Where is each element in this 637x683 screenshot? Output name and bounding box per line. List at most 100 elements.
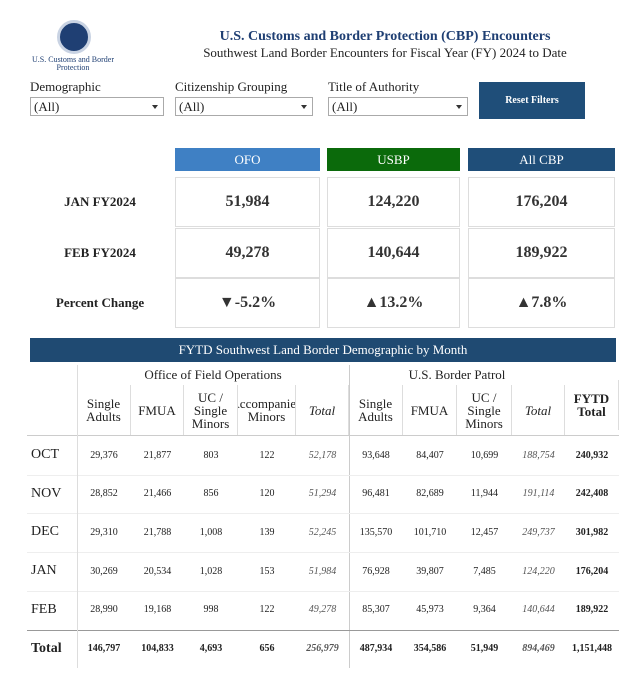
filter-value: (All) [34, 99, 60, 114]
table-cell: 856 [203, 488, 219, 500]
header-rule [27, 435, 619, 436]
summary-cell: ▼-5.2% [175, 278, 320, 328]
table-cell: 188,754 [522, 449, 555, 461]
table-cell: 45,973 [416, 604, 444, 616]
table-cell: 49,278 [308, 604, 337, 616]
table-cell: 1,151,448 [572, 643, 612, 654]
column-header: Total [512, 385, 565, 435]
dropdown-arrow [152, 105, 158, 109]
table-cell: 12,457 [470, 526, 499, 538]
table-cell: 29,310 [90, 526, 118, 538]
table-cell: 96,481 [362, 488, 390, 500]
table-cell: 301,982 [575, 526, 609, 538]
table-cell: 104,833 [141, 643, 174, 654]
table-cell: 51,949 [470, 643, 499, 654]
table-cell: 84,407 [416, 449, 444, 461]
row-rule [27, 590, 619, 592]
table-cell: 140,644 [522, 604, 555, 616]
row-label: OCT [31, 447, 59, 462]
summary-cell: 124,220 [327, 177, 460, 227]
table-cell: 894,469 [522, 643, 555, 654]
table-cell: 354,586 [413, 643, 447, 654]
filter-label: Demographic [30, 79, 101, 94]
row-label: JAN [31, 563, 57, 579]
row-rule [27, 552, 619, 554]
dropdown-arrow [456, 105, 462, 109]
title: U.S. Customs and Border Protection (CBP)… [219, 29, 551, 44]
table-cell: 85,307 [362, 604, 390, 616]
reset-filters-button[interactable]: Reset Filters [479, 82, 585, 119]
table-cell: 101,710 [413, 526, 447, 538]
column-header: FMUA [131, 385, 184, 435]
table-cell: 135,570 [359, 526, 393, 538]
row-label: Total [31, 640, 62, 656]
table-cell: 9,364 [473, 604, 496, 616]
table-cell: 146,797 [87, 643, 121, 654]
filter-dropdown[interactable] [30, 97, 164, 116]
table-cell: 10,699 [470, 449, 499, 461]
group-header: U.S. Border Patrol [408, 367, 506, 382]
column-header: Single Adults [349, 385, 403, 435]
column-header: UC / Single Minors [457, 385, 512, 435]
table-cell: 153 [259, 565, 275, 577]
filter-label: Title of Authority [328, 79, 420, 94]
table-cell: 21,788 [143, 526, 172, 538]
table-cell: 122 [259, 449, 275, 461]
filter-label: Citizenship Grouping [175, 79, 288, 94]
table-title-bar: FYTD Southwest Land Border Demographic b… [30, 338, 616, 362]
table-cell: 39,807 [416, 565, 444, 577]
table-cell: 51,294 [308, 488, 337, 500]
table-cell: 1,008 [199, 526, 223, 538]
table-cell: 21,877 [143, 449, 172, 461]
table-cell: 4,693 [199, 643, 223, 654]
summary-cell: 51,984 [175, 177, 320, 227]
row-label: NOV [31, 485, 62, 501]
dropdown-arrow [301, 105, 307, 109]
table-cell: 189,922 [575, 604, 609, 616]
table-cell: 656 [259, 643, 275, 654]
column-header: Total [296, 385, 349, 435]
table-cell: 120 [259, 488, 275, 500]
table-cell: 124,220 [522, 565, 555, 577]
summary-row-label: Percent Change [55, 295, 145, 310]
table-cell: 52,178 [308, 449, 337, 461]
row-label: FEB [31, 601, 57, 617]
row-label: DEC [31, 524, 59, 540]
table-cell: 28,990 [90, 604, 118, 616]
column-header: Single Adults [77, 385, 131, 435]
table-cell: 51,984 [308, 565, 337, 577]
table-cell: 19,168 [143, 604, 172, 616]
summary-row-label: FEB FY2024 [64, 244, 136, 260]
table-frame-left [77, 365, 78, 668]
table-cell: 139 [259, 526, 275, 538]
table-cell: 82,689 [416, 488, 444, 500]
row-rule [27, 474, 619, 476]
table-cell: 249,737 [522, 526, 555, 538]
row-rule [27, 513, 619, 515]
summary-row-label: JAN FY2024 [64, 194, 136, 209]
table-cell: 998 [203, 604, 219, 616]
table-cell: 21,466 [143, 488, 172, 500]
filter-dropdown[interactable] [175, 97, 313, 116]
summary-cell: ▲13.2% [327, 278, 460, 328]
table-cell: 76,928 [362, 565, 390, 577]
summary-header: OFO [175, 148, 320, 171]
table-cell: 176,204 [575, 565, 609, 577]
table-cell: 93,648 [362, 449, 390, 461]
filter-value: (All) [332, 99, 358, 114]
logo-seal [57, 20, 91, 54]
table-cell: 242,408 [575, 488, 609, 500]
filter-dropdown[interactable] [328, 97, 468, 116]
group-divider [349, 365, 350, 668]
summary-cell: 189,922 [468, 227, 615, 278]
table-cell: 52,245 [308, 526, 337, 538]
table-cell: 191,114 [522, 488, 555, 500]
summary-cell: ▲7.8% [468, 278, 615, 328]
summary-cell: 176,204 [468, 177, 615, 227]
table-cell: 122 [259, 604, 275, 616]
total-rule [27, 629, 619, 631]
table-cell: 20,534 [143, 565, 172, 577]
summary-header: USBP [327, 148, 460, 171]
table-cell: 7,485 [473, 565, 496, 577]
